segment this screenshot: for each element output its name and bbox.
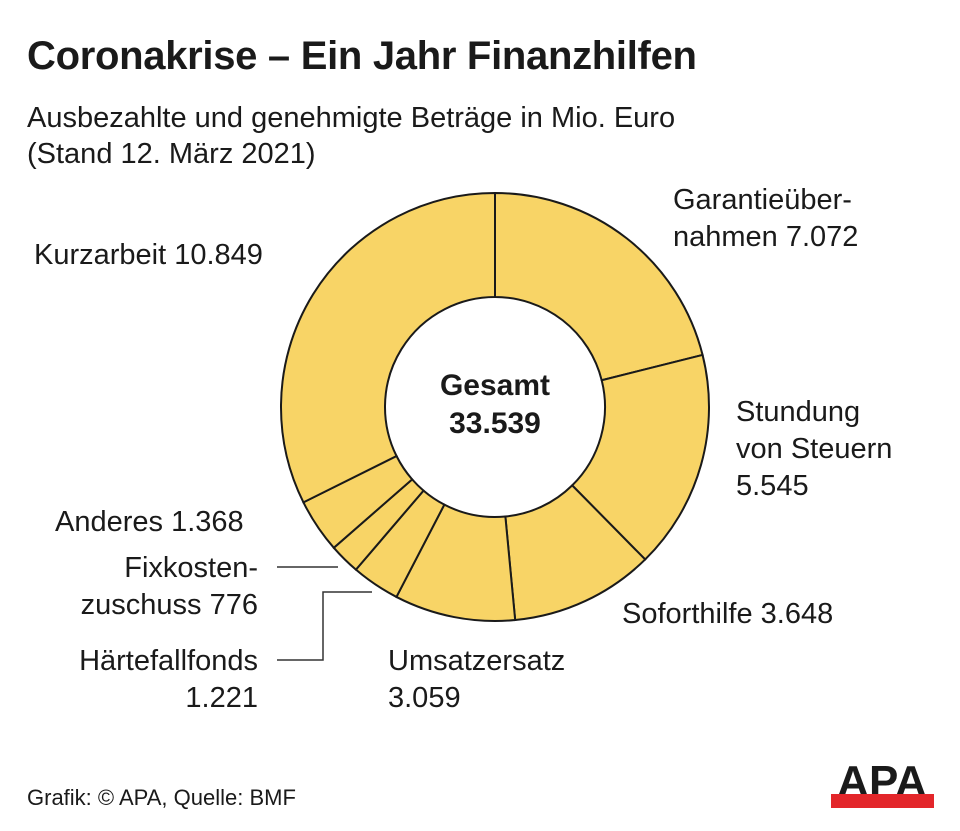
label-anderes: Anderes 1.368 xyxy=(55,504,244,541)
center-total: Gesamt 33.539 xyxy=(395,367,595,443)
label-kurzarbeit: Kurzarbeit 10.849 xyxy=(34,237,263,274)
label-garantieuebernahmen: Garantieüber- nahmen 7.072 xyxy=(673,182,858,256)
label-line: nahmen 7.072 xyxy=(673,221,859,253)
label-line: 1.221 xyxy=(185,682,258,714)
label-umsatzersatz: Umsatzersatz 3.059 xyxy=(388,643,565,717)
donut-slice-1 xyxy=(570,353,710,561)
center-value: 33.539 xyxy=(449,407,541,440)
subtitle-line: Ausbezahlte und genehmigte Beträge in Mi… xyxy=(27,102,676,134)
chart-title: Coronakrise – Ein Jahr Finanzhilfen xyxy=(27,34,697,78)
donut-slice-7 xyxy=(280,191,496,504)
center-label: Gesamt xyxy=(439,369,551,402)
label-line: Soforthilfe 3.648 xyxy=(622,598,834,630)
label-line: Umsatzersatz xyxy=(388,645,566,677)
label-line: 5.545 xyxy=(736,470,809,502)
label-fixkostenzuschuss: Fixkosten- zuschuss 776 xyxy=(81,550,258,624)
label-line: Härtefallfonds xyxy=(79,645,258,677)
label-line: Anderes 1.368 xyxy=(55,506,244,538)
source-credit: Grafik: © APA, Quelle: BMF xyxy=(27,785,296,810)
label-stundung: Stundung von Steuern 5.545 xyxy=(736,394,892,505)
label-line: von Steuern xyxy=(736,433,893,465)
leader-line-haertefall xyxy=(277,591,372,661)
label-haertefallfonds: Härtefallfonds 1.221 xyxy=(79,643,258,717)
label-line: Stundung xyxy=(736,396,861,428)
label-line: zuschuss 776 xyxy=(80,589,258,621)
label-line: Kurzarbeit 10.849 xyxy=(34,239,263,271)
donut-slice-0 xyxy=(494,191,704,382)
chart-subtitle: Ausbezahlte und genehmigte Beträge in Mi… xyxy=(27,100,675,172)
subtitle-date: (Stand 12. März 2021) xyxy=(27,138,316,170)
label-soforthilfe: Soforthilfe 3.648 xyxy=(622,596,833,633)
label-line: 3.059 xyxy=(388,682,461,714)
label-line: Garantieüber- xyxy=(673,184,852,216)
label-line: Fixkosten- xyxy=(124,552,258,584)
